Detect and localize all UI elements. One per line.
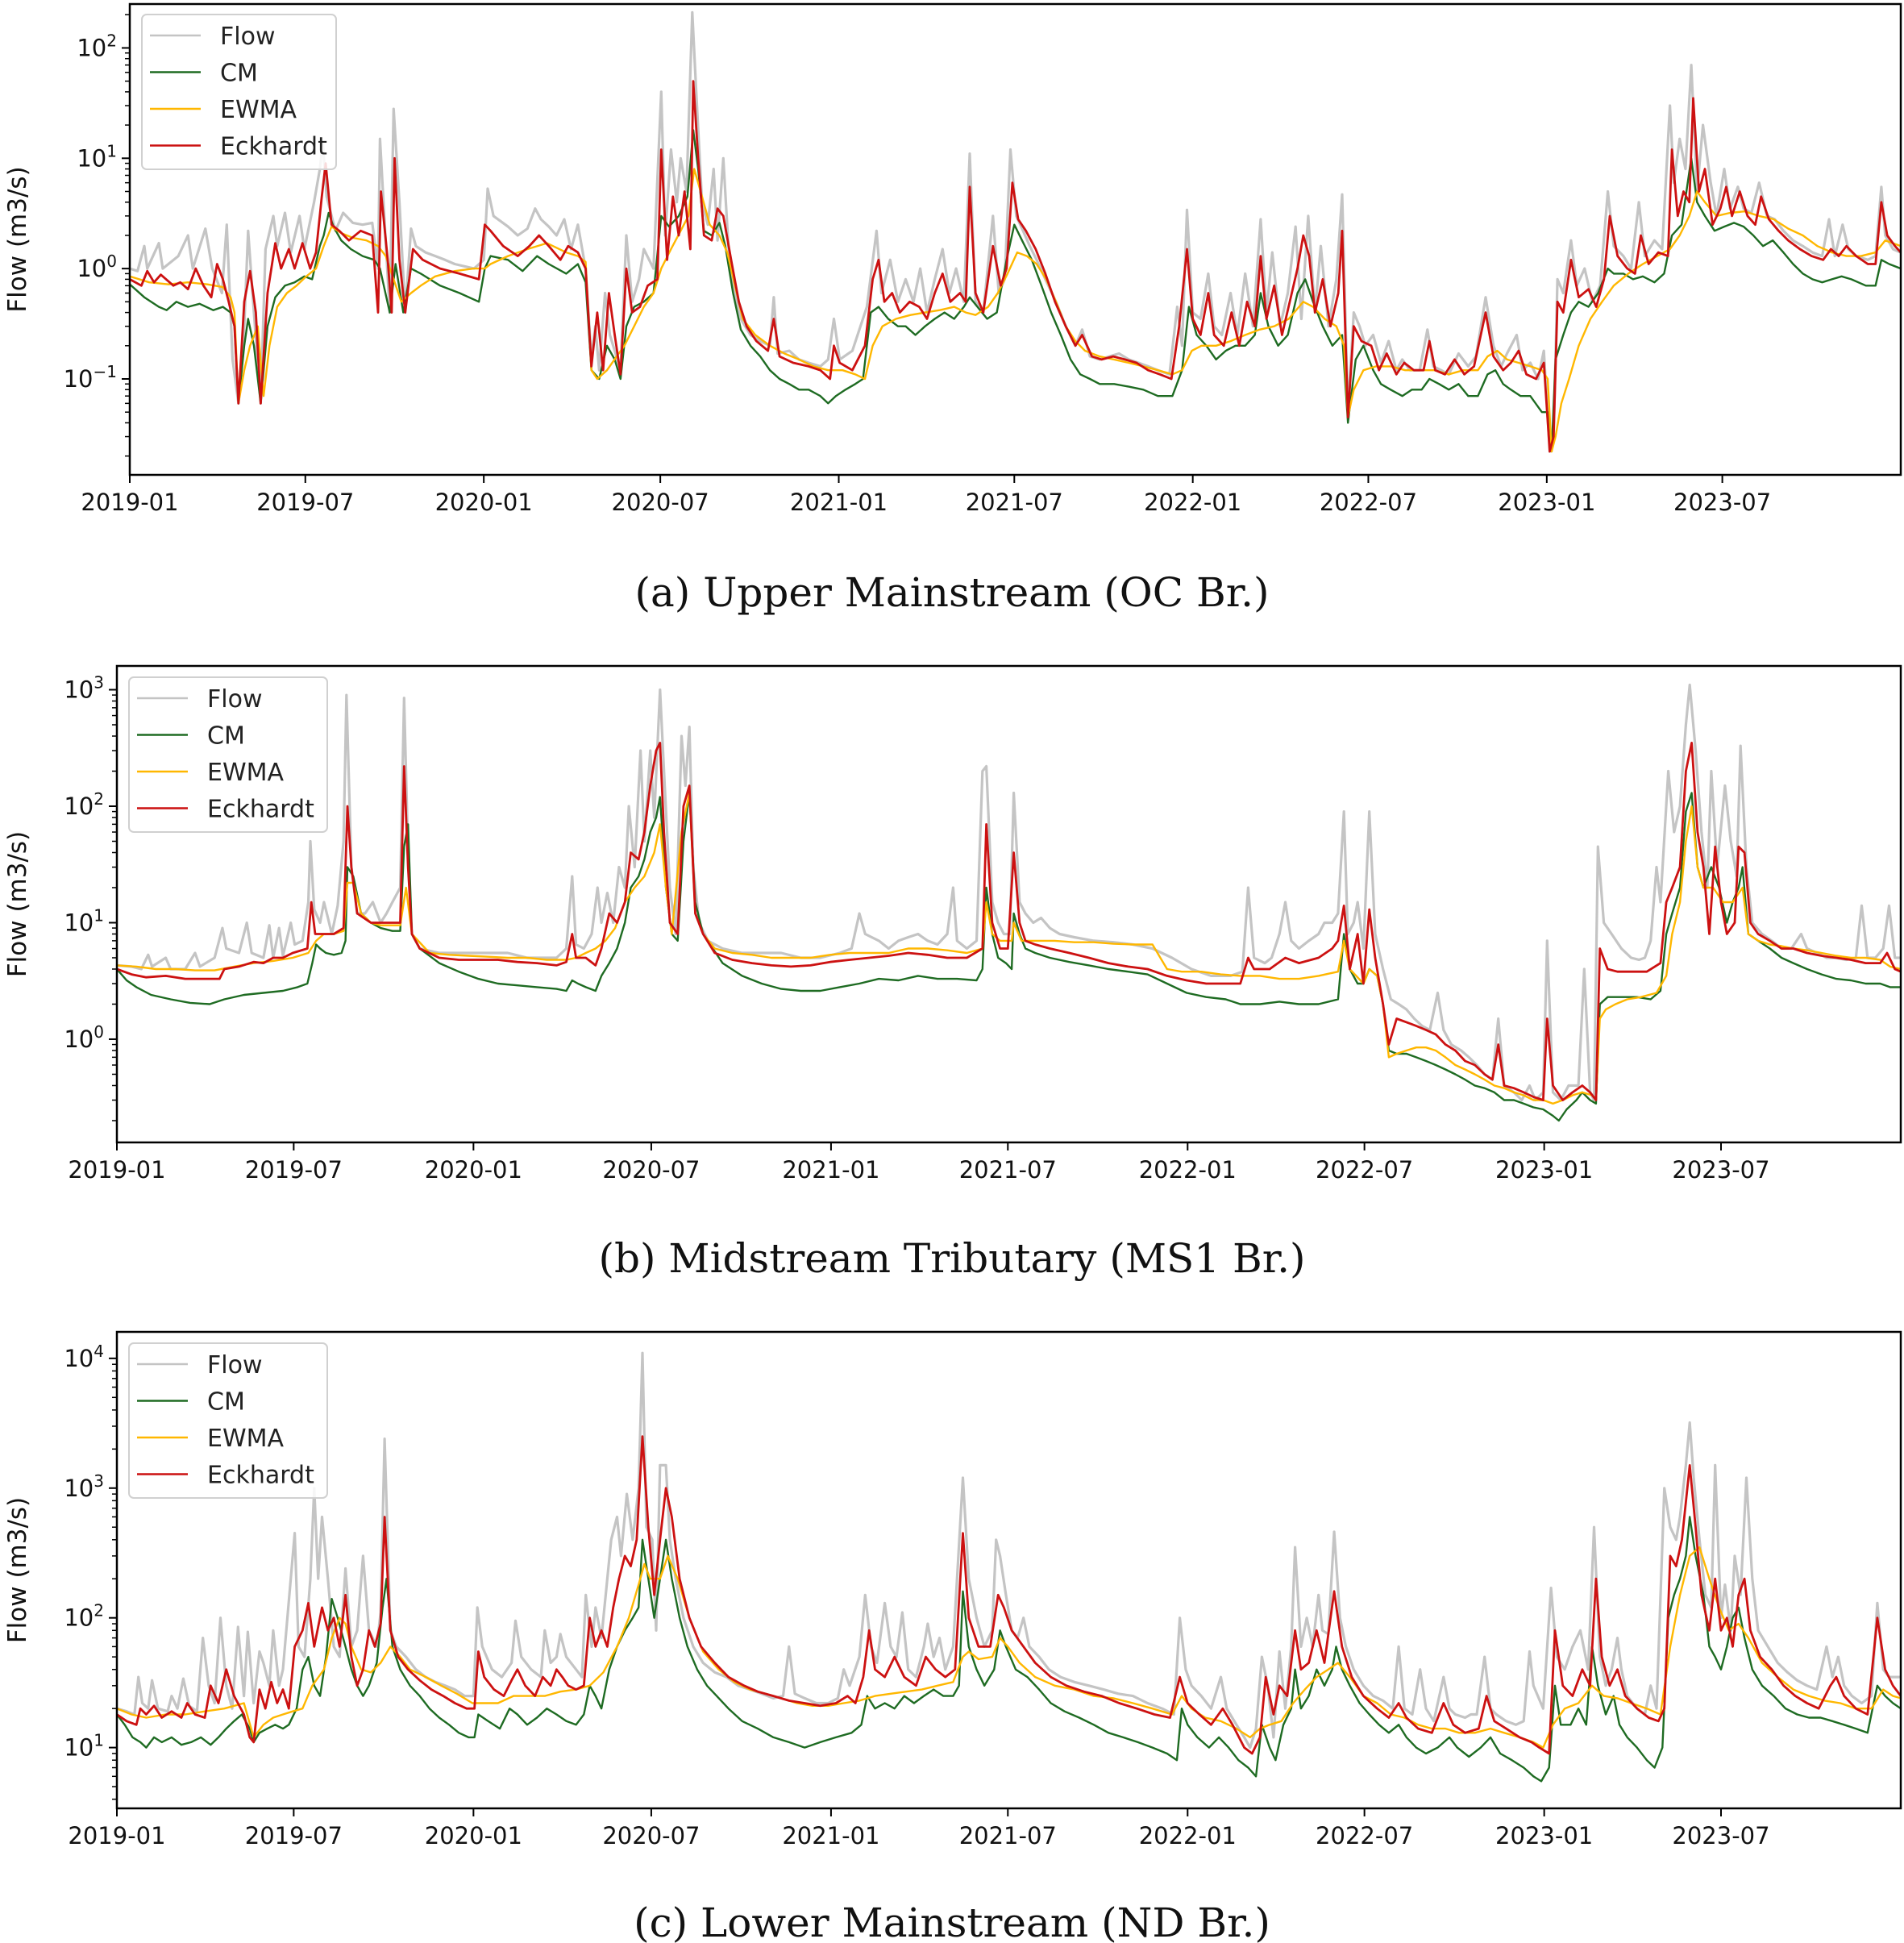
series-line-flow (130, 10, 1901, 453)
panel-a-legend: Flow CM EWMA Eckhardt (141, 14, 337, 170)
x-tick-label: 2021-07 (966, 489, 1063, 516)
x-tick-label: 2021-01 (782, 1822, 879, 1849)
x-tick-label: 2020-01 (425, 1156, 522, 1184)
panel-b-midstream-tributary: 2019-01 2019-07 2020-01 2020-07 2021-01 2021-… (3, 664, 1902, 1282)
legend-label-cm: CM (207, 1388, 245, 1417)
y-tick-label: 100 (64, 1022, 104, 1053)
series-line-flow (117, 683, 1901, 1102)
panel-a-y-axis: 10−1 100 101 102 (64, 14, 130, 457)
x-tick-label: 2023-01 (1495, 1156, 1593, 1184)
x-tick-label: 2021-01 (782, 1156, 879, 1184)
panel-c-plot-area (117, 1351, 1901, 1783)
panel-c-axes-frame (115, 1330, 1902, 1810)
panel-b-plot-area (117, 683, 1901, 1122)
x-tick-label: 2020-07 (602, 1156, 700, 1184)
series-line-ewma (117, 1546, 1901, 1749)
panel-b-caption: (b) Midstream Tributary (MS1 Br.) (598, 1235, 1305, 1282)
panel-a-caption: (a) Upper Mainstream (OC Br.) (634, 569, 1269, 616)
series-line-eckhardt (117, 742, 1901, 1101)
panel-a-x-axis: 2019-01 2019-07 2020-01 2020-07 2021-01 2021-… (81, 475, 1771, 516)
x-tick-label: 2019-07 (256, 489, 354, 516)
series-line-ewma (130, 168, 1901, 453)
x-tick-label: 2023-07 (1672, 1156, 1769, 1184)
panel-a-y-axis-label: Flow (m3/s) (3, 166, 32, 312)
x-tick-label: 2019-07 (245, 1822, 343, 1849)
y-tick-label: 100 (77, 252, 117, 282)
legend-label-ewma: EWMA (207, 759, 285, 787)
legend-label-eckhardt: Eckhardt (207, 1462, 314, 1490)
x-tick-label: 2021-01 (790, 489, 888, 516)
legend-label-ewma: EWMA (207, 1425, 285, 1453)
panel-c-lower-mainstream: 2019-01 2019-07 2020-01 2020-07 2021-01 2021-… (3, 1330, 1902, 1943)
x-tick-label: 2020-01 (435, 489, 533, 516)
legend-box (128, 676, 328, 833)
y-tick-label: 10−1 (64, 362, 117, 393)
x-tick-label: 2019-01 (81, 489, 178, 516)
panel-b-y-axis: 100 101 102 103 (64, 672, 117, 1121)
legend-box (128, 1342, 328, 1499)
series-line-eckhardt (130, 80, 1901, 453)
x-tick-label: 2021-07 (959, 1822, 1057, 1849)
panel-b-x-axis: 2019-01 2019-07 2020-01 2020-07 2021-01 2021-… (68, 1142, 1770, 1184)
panel-a-axes-frame (128, 2, 1902, 476)
panel-a-upper-mainstream: 2019-01 2019-07 2020-01 2020-07 2021-01 2021-… (3, 2, 1902, 616)
y-tick-label: 101 (77, 141, 117, 172)
panel-b-legend: Flow CM EWMA Eckhardt (128, 676, 328, 833)
series-line-cm (117, 792, 1901, 1122)
panel-c-y-axis-label: Flow (m3/s) (3, 1497, 32, 1643)
x-tick-label: 2020-07 (612, 489, 709, 516)
x-tick-label: 2022-01 (1144, 489, 1241, 516)
x-tick-label: 2019-01 (68, 1822, 165, 1849)
legend-label-flow: Flow (207, 1351, 262, 1379)
x-tick-label: 2022-07 (1320, 489, 1417, 516)
y-tick-label: 102 (77, 31, 117, 61)
legend-label-flow: Flow (207, 685, 262, 714)
x-tick-label: 2022-07 (1316, 1822, 1413, 1849)
legend-label-eckhardt: Eckhardt (220, 133, 327, 161)
y-tick-label: 102 (64, 1601, 104, 1632)
x-tick-label: 2023-07 (1672, 1822, 1769, 1849)
x-tick-label: 2023-01 (1498, 489, 1595, 516)
panel-a-plot-area (130, 10, 1901, 453)
legend-label-flow: Flow (220, 23, 275, 51)
y-tick-label: 101 (64, 1731, 104, 1762)
legend-label-eckhardt: Eckhardt (207, 796, 314, 824)
y-tick-label: 101 (64, 905, 104, 936)
x-tick-label: 2019-01 (68, 1156, 165, 1184)
series-line-flow (117, 1351, 1901, 1750)
panel-b-axes-frame (115, 664, 1902, 1144)
y-tick-label: 103 (64, 1471, 104, 1502)
x-tick-label: 2021-07 (959, 1156, 1057, 1184)
x-tick-label: 2023-07 (1673, 489, 1771, 516)
legend-label-cm: CM (207, 722, 245, 751)
series-line-cm (117, 1516, 1901, 1783)
legend-label-cm: CM (220, 60, 258, 88)
x-tick-label: 2020-01 (425, 1822, 522, 1849)
series-line-eckhardt (117, 1435, 1901, 1755)
x-tick-label: 2022-01 (1139, 1156, 1237, 1184)
y-tick-label: 104 (64, 1342, 104, 1372)
panel-c-y-axis: 101 102 103 104 (64, 1342, 117, 1800)
panel-c-caption: (c) Lower Mainstream (ND Br.) (634, 1899, 1270, 1943)
panel-c-legend: Flow CM EWMA Eckhardt (128, 1342, 328, 1499)
x-tick-label: 2023-01 (1495, 1822, 1593, 1849)
x-tick-label: 2019-07 (245, 1156, 343, 1184)
panel-c-x-axis: 2019-01 2019-07 2020-01 2020-07 2021-01 2021-… (68, 1808, 1770, 1849)
y-tick-label: 102 (64, 789, 104, 820)
legend-label-ewma: EWMA (220, 96, 297, 124)
y-tick-label: 103 (64, 672, 104, 703)
x-tick-label: 2020-07 (602, 1822, 700, 1849)
panel-b-y-axis-label: Flow (m3/s) (3, 831, 32, 977)
x-tick-label: 2022-07 (1316, 1156, 1413, 1184)
legend-box (141, 14, 337, 170)
x-tick-label: 2022-01 (1139, 1822, 1237, 1849)
